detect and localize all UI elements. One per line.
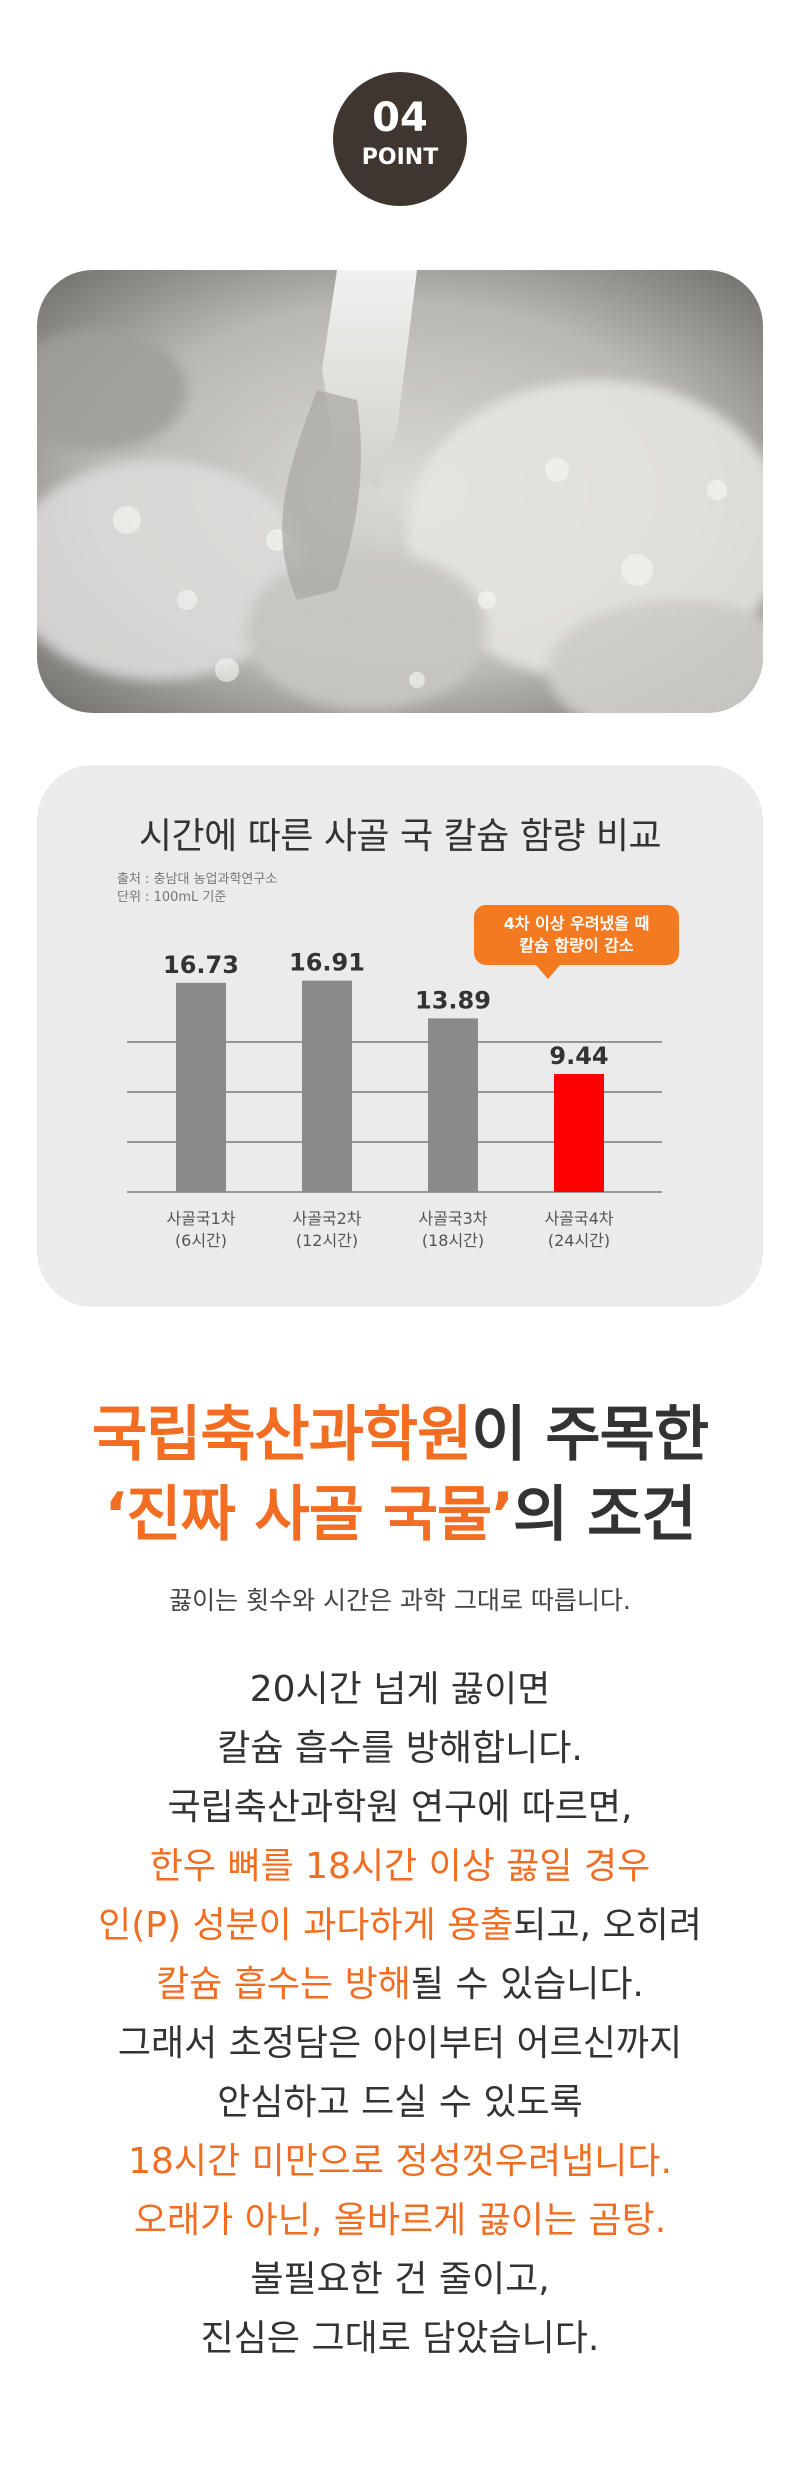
body-highlight: 한우 뼈를 18시간 이상 끓일 경우 — [149, 1846, 651, 1887]
body-line: 진심은 그대로 담았습니다. — [0, 2309, 800, 2368]
headline-quote: ‘진짜 사골 국물’ — [104, 1480, 514, 1550]
bar-value-label: 16.91 — [289, 949, 365, 977]
category-note: (18시간) — [422, 1231, 484, 1250]
headline-line-2-rest: 의 조건 — [513, 1480, 696, 1550]
subline: 끓이는 횟수와 시간은 과학 그대로 따릅니다. — [169, 1586, 631, 1615]
headline-line-1: 국립축산과학원이 주목한 — [0, 1395, 800, 1475]
bar — [554, 1074, 604, 1192]
body-plain: 국립축산과학원 연구에 따르면, — [167, 1787, 633, 1828]
body-plain: 될 수 있습니다. — [410, 1964, 644, 2005]
body-line: 칼슘 흡수는 방해될 수 있습니다. — [0, 1955, 800, 2014]
category-label: 사골국4차 — [544, 1209, 613, 1228]
broth-image — [37, 270, 763, 713]
callout-line-2: 칼슘 함량이 감소 — [519, 936, 634, 955]
point-label: POINT — [361, 145, 439, 170]
point-number: 04 — [372, 95, 428, 141]
category-label: 사골국1차 — [166, 1209, 235, 1228]
body-plain: 안심하고 드실 수 있도록 — [217, 2082, 583, 2123]
body-plain: 그래서 초정담은 아이부터 어르신까지 — [117, 2023, 683, 2064]
body-line: 국립축산과학원 연구에 따르면, — [0, 1778, 800, 1837]
bar-value-label: 13.89 — [415, 986, 491, 1014]
headline: 국립축산과학원이 주목한 ‘진짜 사골 국물’의 조건 — [0, 1395, 800, 1555]
body-line: 한우 뼈를 18시간 이상 끓일 경우 — [0, 1837, 800, 1896]
category-note: (6시간) — [175, 1231, 227, 1250]
headline-line-1-rest: 이 주목한 — [471, 1400, 709, 1470]
callout-line-1: 4차 이상 우려냈을 때 — [503, 914, 650, 933]
body-line: 불필요한 건 줄이고, — [0, 2250, 800, 2309]
headline-institute: 국립축산과학원 — [91, 1400, 472, 1470]
body-line: 인(P) 성분이 과다하게 용출되고, 오히려 — [0, 1896, 800, 1955]
headline-line-2: ‘진짜 사골 국물’의 조건 — [0, 1475, 800, 1555]
body-line: 20시간 넘게 끓이면 — [0, 1660, 800, 1719]
body-highlight: 18시간 미만으로 정성껏우려냅니다. — [128, 2141, 672, 2182]
bar — [302, 980, 352, 1192]
body-highlight: 칼슘 흡수는 방해 — [156, 1964, 411, 2005]
body-highlight: 인(P) 성분이 과다하게 용출 — [98, 1905, 514, 1946]
bar — [176, 982, 226, 1192]
category-note: (12시간) — [296, 1231, 358, 1250]
body-plain: 진심은 그대로 담았습니다. — [200, 2318, 600, 2359]
bone-broth-photo — [37, 270, 763, 713]
bar-value-label: 9.44 — [549, 1042, 608, 1070]
body-plain: 20시간 넘게 끓이면 — [249, 1669, 551, 1710]
body-line: 오래가 아닌, 올바르게 끓이는 곰탕. — [0, 2191, 800, 2250]
body-plain: 불필요한 건 줄이고, — [250, 2259, 550, 2300]
body-line: 안심하고 드실 수 있도록 — [0, 2073, 800, 2132]
body-line: 18시간 미만으로 정성껏우려냅니다. — [0, 2132, 800, 2191]
category-note: (24시간) — [548, 1231, 610, 1250]
body-plain: 되고, 오히려 — [513, 1905, 702, 1946]
body-line: 그래서 초정담은 아이부터 어르신까지 — [0, 2014, 800, 2073]
point-badge: 04 POINT — [333, 72, 467, 206]
bar-chart: 16.73 사골국1차 (6시간) 16.91 사골국2차 (12시간) 13.89 사골국3… — [127, 949, 662, 1250]
category-label: 사골국3차 — [418, 1209, 487, 1228]
chart-unit: 단위 : 100mL 기준 — [117, 890, 227, 905]
chart-title: 시간에 따른 사골 국 칼슘 함량 비교 — [138, 816, 662, 857]
chart-callout: 4차 이상 우려냈을 때 칼슘 함량이 감소 — [474, 905, 679, 979]
chart-source: 출처 : 충남대 농업과학연구소 — [117, 872, 278, 887]
bar-value-label: 16.73 — [163, 951, 239, 979]
calcium-chart-card: 시간에 따른 사골 국 칼슘 함량 비교 출처 : 충남대 농업과학연구소 단위… — [37, 765, 763, 1307]
body-plain: 칼슘 흡수를 방해합니다. — [217, 1728, 583, 1769]
category-label: 사골국2차 — [292, 1209, 361, 1228]
bar — [428, 1018, 478, 1192]
body-line: 칼슘 흡수를 방해합니다. — [0, 1719, 800, 1778]
body-highlight: 오래가 아닌, 올바르게 끓이는 곰탕. — [133, 2200, 667, 2241]
